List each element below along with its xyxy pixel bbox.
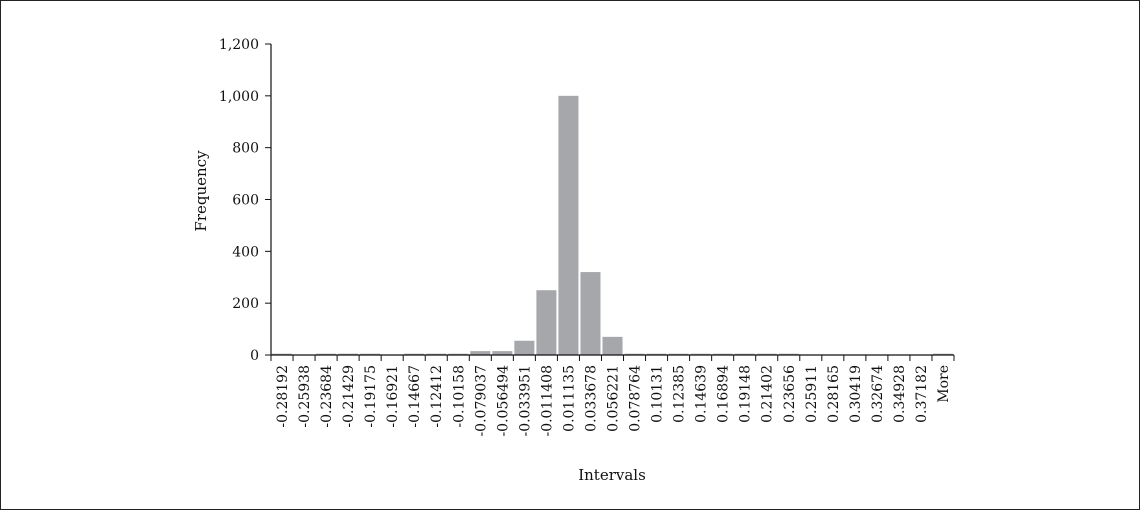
- bar-30: [932, 353, 953, 355]
- x-tick-label-27: 0.32674: [870, 365, 886, 423]
- x-tick-label-1: -0.25938: [297, 365, 313, 428]
- x-tick-label-6: -0.14667: [407, 365, 423, 428]
- x-tick-label-23: 0.23656: [782, 365, 798, 423]
- y-tick-label-4: 800: [232, 141, 259, 157]
- x-tick-label-13: 0.011135: [561, 365, 577, 432]
- x-tick-label-16: 0.078764: [628, 365, 644, 432]
- x-tick-label-10: -0.056494: [495, 365, 511, 437]
- y-tick-label-6: 1,200: [219, 37, 259, 53]
- x-tick-label-7: -0.12412: [429, 365, 445, 428]
- x-tick-label-24: 0.25911: [804, 365, 820, 423]
- x-tick-label-14: 0.033678: [583, 365, 599, 432]
- x-tick-label-25: 0.28165: [826, 365, 842, 423]
- bar-7: [426, 353, 447, 355]
- x-tick-label-21: 0.19148: [738, 365, 754, 423]
- x-tick-label-4: -0.19175: [363, 365, 379, 428]
- bar-8: [448, 353, 469, 355]
- x-tick-label-29: 0.37182: [914, 365, 930, 423]
- y-tick-label-2: 400: [232, 244, 259, 260]
- x-tick-label-18: 0.12385: [672, 365, 688, 423]
- x-tick-label-28: 0.34928: [892, 365, 908, 423]
- bar-9: [470, 351, 491, 355]
- x-tick-label-8: -0.10158: [451, 365, 467, 428]
- bar-13: [558, 95, 579, 355]
- x-tick-label-15: 0.056221: [606, 365, 622, 432]
- x-ticks-group: -0.28192 -0.25938 -0.23684 -0.21429 -0.19175…: [270, 355, 955, 437]
- bar-14: [580, 272, 601, 355]
- x-tick-label-2: -0.23684: [319, 365, 335, 428]
- x-tick-label-5: -0.16921: [385, 365, 401, 428]
- bar-23: [778, 353, 799, 355]
- x-tick-label-9: -0.079037: [473, 365, 489, 437]
- bar-3: [338, 353, 359, 355]
- bar-19: [690, 353, 711, 355]
- y-axis-title: Frequency: [192, 150, 210, 232]
- x-tick-label-22: 0.21402: [760, 365, 776, 423]
- axes-group: [270, 44, 954, 356]
- y-tick-label-5: 1,000: [219, 89, 259, 105]
- bars-group: [272, 95, 953, 355]
- bar-12: [536, 290, 557, 355]
- y-tick-label-3: 600: [232, 193, 259, 209]
- y-tick-label-1: 200: [232, 296, 259, 312]
- bar-17: [646, 353, 667, 355]
- x-tick-label-20: 0.16894: [716, 365, 732, 423]
- bar-0: [272, 353, 293, 355]
- bar-11: [514, 340, 535, 355]
- bar-6: [404, 353, 425, 355]
- bar-4: [360, 353, 381, 355]
- y-ticks-group: 0 200 400 600 800 1,000 1,200: [219, 37, 271, 364]
- bar-18: [668, 353, 689, 355]
- x-tick-label-11: -0.033951: [517, 365, 533, 437]
- x-tick-label-3: -0.21429: [341, 365, 357, 428]
- x-tick-label-30: More: [936, 365, 952, 403]
- x-tick-label-17: 0.10131: [650, 365, 666, 423]
- x-tick-label-26: 0.30419: [848, 365, 864, 423]
- y-tick-label-0: 0: [250, 348, 259, 364]
- bar-10: [492, 351, 513, 355]
- bar-22: [756, 353, 777, 355]
- bar-15: [602, 336, 623, 355]
- bar-20: [712, 353, 733, 355]
- bar-2: [316, 353, 337, 355]
- x-tick-label-0: -0.28192: [275, 365, 291, 428]
- x-tick-label-19: 0.14639: [694, 365, 710, 423]
- x-tick-label-12: -0.011408: [539, 365, 555, 437]
- x-axis-title: Intervals: [578, 466, 646, 484]
- bar-21: [734, 353, 755, 355]
- bar-16: [624, 353, 645, 355]
